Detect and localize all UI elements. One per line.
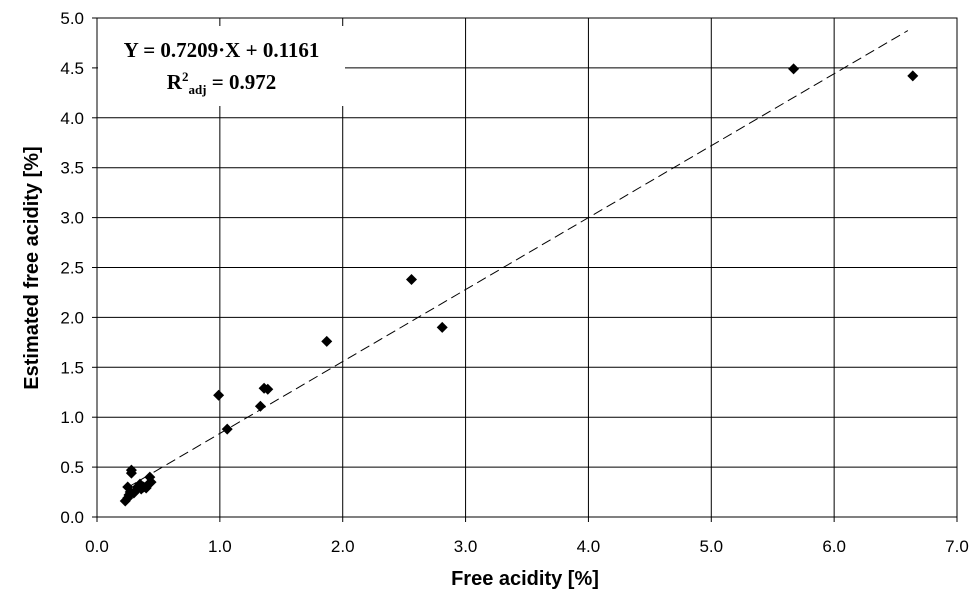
data-point (221, 423, 233, 435)
data-point (254, 400, 266, 412)
r-squared-label: R2adj = 0.972 (98, 66, 345, 98)
plot-area-border (96, 17, 958, 518)
y-tick-label: 0.5 (60, 458, 84, 477)
regression-annotation: Y = 0.7209·X + 0.1161 R2adj = 0.972 (98, 26, 345, 106)
x-tick-labels: 0.0 1.0 2.0 3.0 4.0 5.0 6.0 7.0 (85, 537, 969, 556)
y-tick-label: 1.0 (60, 408, 84, 427)
y-tick-labels: 0.0 0.5 1.0 1.5 2.0 2.5 3.0 3.5 4.0 4.5 5.0 (60, 9, 84, 527)
y-tick-label: 2.0 (60, 308, 84, 327)
data-point (788, 63, 800, 75)
data-point (436, 321, 448, 333)
x-tick-label: 1.0 (208, 537, 232, 556)
x-tick-label: 4.0 (577, 537, 601, 556)
axes (92, 17, 958, 522)
data-point (907, 70, 919, 82)
r2-subscript: adj (188, 82, 207, 98)
trendline-group (127, 30, 909, 488)
y-tick-label: 4.0 (60, 109, 84, 128)
data-point (262, 383, 274, 395)
x-tick-label: 3.0 (454, 537, 478, 556)
y-axis-title: Estimated free acidity [%] (21, 146, 43, 389)
x-axis-title: Free acidity [%] (451, 568, 599, 590)
x-tick-label: 2.0 (331, 537, 355, 556)
r2-base: R (166, 70, 182, 94)
y-tick-label: 2.5 (60, 259, 84, 278)
y-tick-label: 1.5 (60, 358, 84, 377)
y-tick-label: 3.5 (60, 159, 84, 178)
data-point (321, 335, 333, 347)
x-tick-label: 0.0 (85, 537, 109, 556)
grid-lines (96, 17, 958, 518)
x-tick-label: 7.0 (945, 537, 969, 556)
data-point (213, 389, 225, 401)
regression-equation: Y = 0.7209·X + 0.1161 (123, 38, 320, 62)
y-tick-label: 3.0 (60, 209, 84, 228)
r2-superscript: 2 (181, 69, 189, 84)
y-tick-label: 4.5 (60, 59, 84, 78)
data-point (406, 273, 418, 285)
y-tick-label: 0.0 (60, 508, 84, 527)
data-point (145, 476, 157, 488)
x-tick-label: 5.0 (699, 537, 723, 556)
y-tick-label: 5.0 (60, 9, 84, 28)
data-point (125, 464, 137, 476)
data-point (122, 481, 134, 493)
x-tick-label: 6.0 (822, 537, 846, 556)
data-points (119, 63, 919, 507)
r2-value: = 0.972 (206, 70, 277, 94)
trendline (127, 30, 909, 488)
